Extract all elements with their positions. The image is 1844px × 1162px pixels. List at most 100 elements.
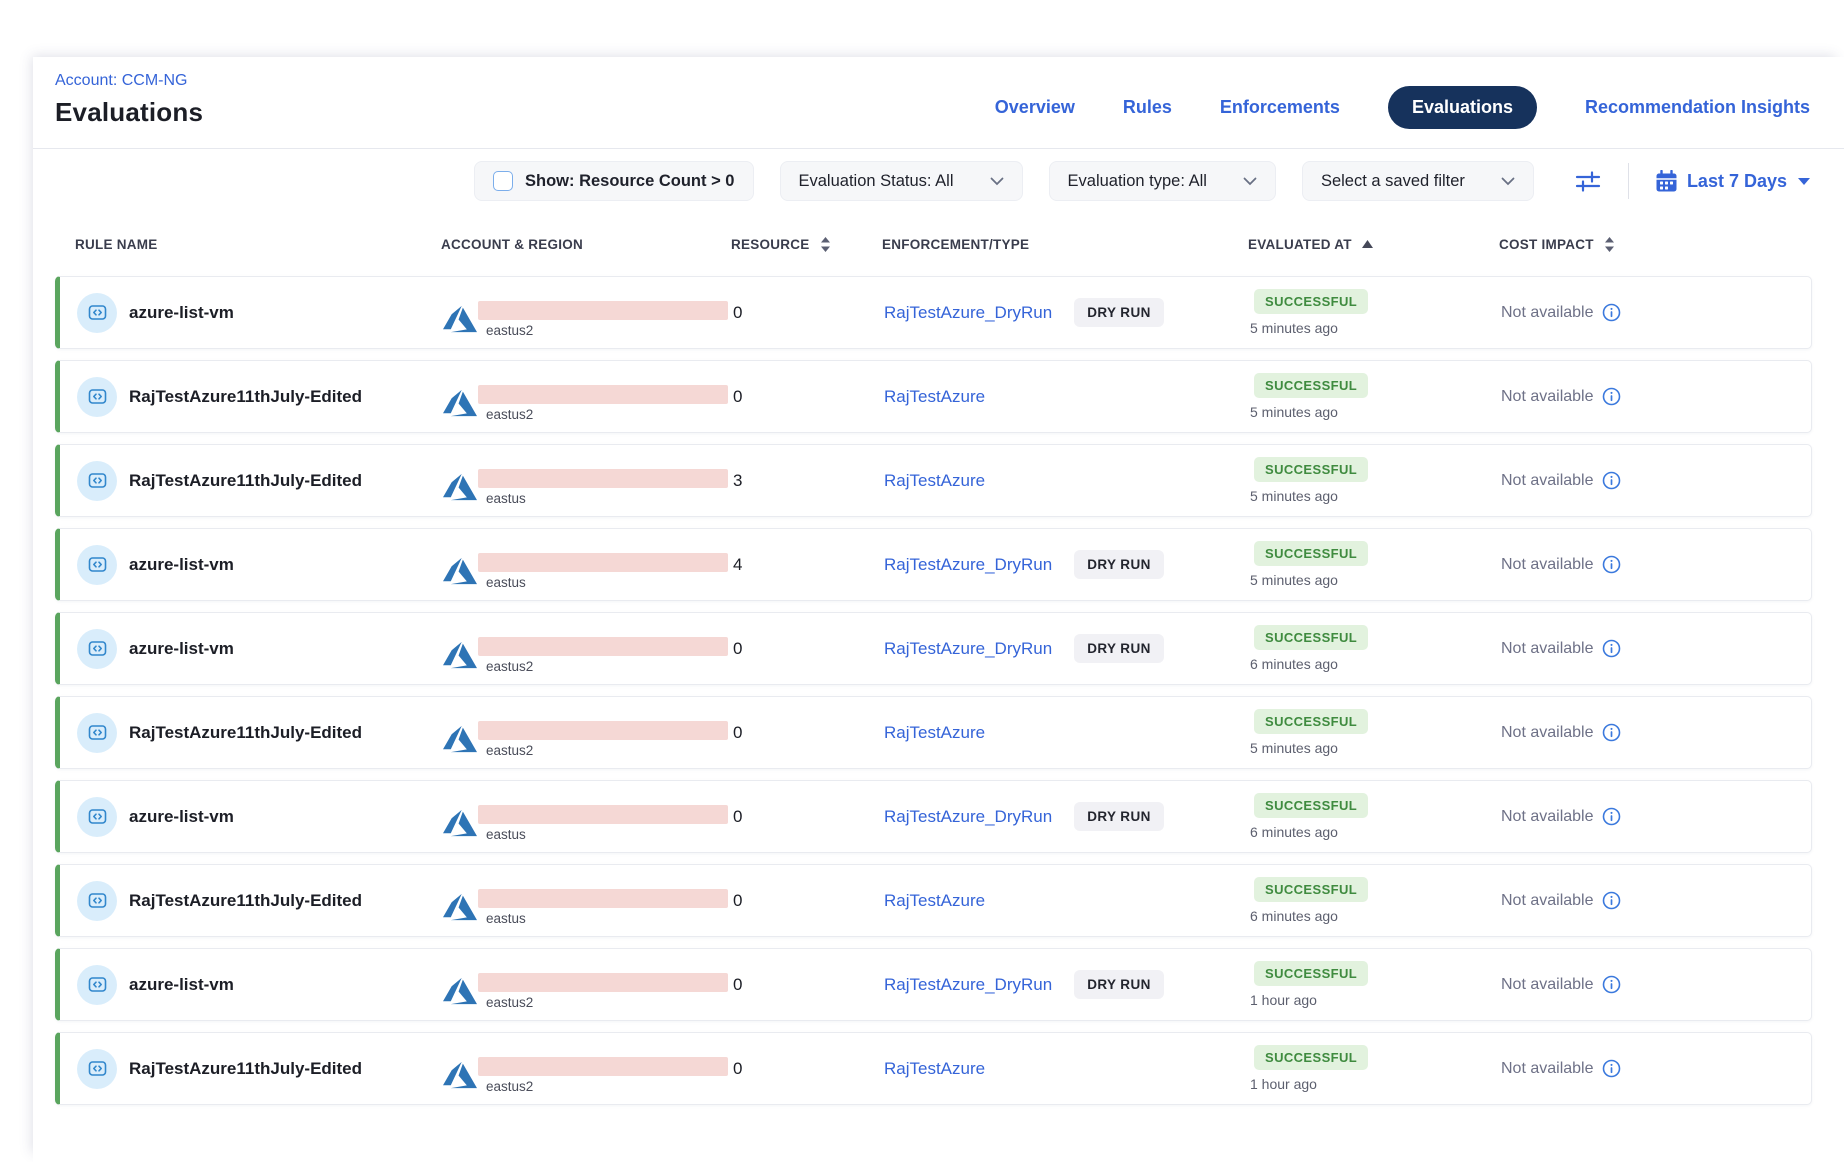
evaluation-type-select[interactable]: Evaluation type: All [1048,161,1276,201]
azure-icon [443,725,477,753]
enforcement-link[interactable]: RajTestAzure [884,1058,986,1078]
info-icon[interactable] [1602,891,1621,910]
evaluation-type-value: Evaluation type: All [1067,171,1207,190]
info-icon[interactable] [1602,555,1621,574]
account-region-cell: eastus2 [443,959,733,1010]
region-label: eastus2 [486,1079,534,1094]
resource-count-filter-toggle[interactable]: Show: Resource Count > 0 [474,161,754,201]
rule-code-icon [77,376,117,417]
enforcement-link[interactable]: RajTestAzure_DryRun [884,638,1053,658]
info-icon[interactable] [1602,1059,1621,1078]
info-icon[interactable] [1602,807,1621,826]
status-badge: SUCCESSFUL [1254,877,1369,902]
azure-icon [443,1061,477,1089]
tab-overview[interactable]: Overview [994,97,1075,117]
rule-name: RajTestAzure11thJuly-Edited [129,722,363,742]
table-row[interactable]: RajTestAzure11thJuly-Edited eastus2 0 Ra… [55,1032,1812,1105]
status-badge: SUCCESSFUL [1254,457,1369,482]
status-badge: SUCCESSFUL [1254,1045,1369,1070]
enforcement-link[interactable]: RajTestAzure_DryRun [884,974,1053,994]
evaluated-at-cell: SUCCESSFUL 6 minutes ago [1250,793,1501,840]
sort-both-icon[interactable] [1604,236,1615,252]
cost-impact-value: Not available [1501,555,1594,573]
enforcement-link[interactable]: RajTestAzure [884,470,986,490]
table-row[interactable]: RajTestAzure11thJuly-Edited eastus 3 Raj… [55,444,1812,517]
evaluated-at-cell: SUCCESSFUL 5 minutes ago [1250,373,1501,420]
region-label: eastus [486,575,526,590]
enforcement-link[interactable]: RajTestAzure_DryRun [884,554,1053,574]
enforcement-cell: RajTestAzure_DryRun DRY RUN [884,298,1250,327]
cost-impact-cell: Not available [1501,471,1791,490]
info-icon[interactable] [1602,303,1621,322]
cost-impact-value: Not available [1501,639,1594,657]
saved-filter-select[interactable]: Select a saved filter [1301,161,1534,201]
info-icon[interactable] [1602,975,1621,994]
info-icon[interactable] [1602,639,1621,658]
redacted-account-name [478,1057,728,1076]
enforcement-link[interactable]: RajTestAzure [884,386,986,406]
cost-impact-value: Not available [1501,807,1594,825]
region-label: eastus [486,491,526,506]
account-stack: eastus [478,805,728,842]
table-row[interactable]: azure-list-vm eastus2 0 RajTestAzure_Dry… [55,276,1812,349]
date-range-value: Last 7 Days [1686,170,1787,191]
cost-impact-cell: Not available [1501,807,1791,826]
tab-enforcements[interactable]: Enforcements [1219,97,1340,117]
rule-name: RajTestAzure11thJuly-Edited [129,470,363,490]
tab-rules[interactable]: Rules [1122,97,1172,117]
enforcement-link[interactable]: RajTestAzure_DryRun [884,302,1053,322]
table-row[interactable]: azure-list-vm eastus2 0 RajTestAzure_Dry… [55,948,1812,1021]
table-row[interactable]: RajTestAzure11thJuly-Edited eastus2 0 Ra… [55,360,1812,433]
date-range-picker[interactable]: Last 7 Days [1655,169,1810,193]
status-badge: SUCCESSFUL [1254,373,1369,398]
column-header-account-region: ACCOUNT & REGION [441,236,583,252]
enforcement-link[interactable]: RajTestAzure [884,890,986,910]
evaluated-at-cell: SUCCESSFUL 1 hour ago [1250,1045,1501,1092]
column-header-cost-impact[interactable]: COST IMPACT [1499,236,1792,252]
info-icon[interactable] [1602,723,1621,742]
rule-name: RajTestAzure11thJuly-Edited [129,890,363,910]
cost-impact-value: Not available [1501,891,1594,909]
table-row[interactable]: RajTestAzure11thJuly-Edited eastus 0 Raj… [55,864,1812,937]
rule-name-cell: RajTestAzure11thJuly-Edited [77,460,443,501]
sort-both-icon[interactable] [820,236,831,252]
info-icon[interactable] [1602,387,1621,406]
table-row[interactable]: RajTestAzure11thJuly-Edited eastus2 0 Ra… [55,696,1812,769]
resource-count: 0 [733,1058,743,1078]
status-badge: SUCCESSFUL [1254,793,1369,818]
top-nav-tabs: Overview Rules Enforcements Evaluations … [995,86,1810,129]
info-icon[interactable] [1602,471,1621,490]
rule-code-icon [77,628,117,669]
evaluated-at-cell: SUCCESSFUL 6 minutes ago [1250,625,1501,672]
page-header: Account: CCM-NG Evaluations Overview Rul… [33,57,1844,148]
column-header-resource[interactable]: RESOURCE [731,236,882,252]
column-header-evaluated-at[interactable]: EVALUATED AT [1248,237,1499,252]
evaluation-status-select[interactable]: Evaluation Status: All [779,161,1023,201]
main-panel: Account: CCM-NG Evaluations Overview Rul… [33,57,1844,1162]
evaluated-time: 6 minutes ago [1250,656,1338,672]
rule-name: azure-list-vm [129,638,234,658]
evaluated-time: 5 minutes ago [1250,740,1338,756]
chevron-down-icon [990,177,1003,185]
account-region-cell: eastus [443,539,733,590]
table-row[interactable]: azure-list-vm eastus 0 RajTestAzure_DryR… [55,780,1812,853]
enforcement-link[interactable]: RajTestAzure [884,722,986,742]
resource-count: 0 [733,302,743,322]
table-row[interactable]: azure-list-vm eastus 4 RajTestAzure_DryR… [55,528,1812,601]
tab-evaluations[interactable]: Evaluations [1387,86,1537,129]
rule-code-icon [77,712,117,753]
evaluated-time: 1 hour ago [1250,992,1317,1008]
resource-count: 0 [733,890,743,910]
enforcement-link[interactable]: RajTestAzure_DryRun [884,806,1053,826]
rule-code-icon [77,880,117,921]
tab-recommendation-insights[interactable]: Recommendation Insights [1584,97,1810,117]
sort-asc-icon[interactable] [1361,240,1373,248]
rule-name-cell: azure-list-vm [77,292,443,333]
region-label: eastus [486,911,526,926]
resource-count-checkbox[interactable] [493,171,513,191]
enforcement-cell: RajTestAzure [884,387,1250,407]
table-row[interactable]: azure-list-vm eastus2 0 RajTestAzure_Dry… [55,612,1812,685]
cost-impact-value: Not available [1501,471,1594,489]
filter-settings-button[interactable] [1574,168,1602,194]
account-breadcrumb-link[interactable]: Account: CCM-NG [55,72,188,89]
